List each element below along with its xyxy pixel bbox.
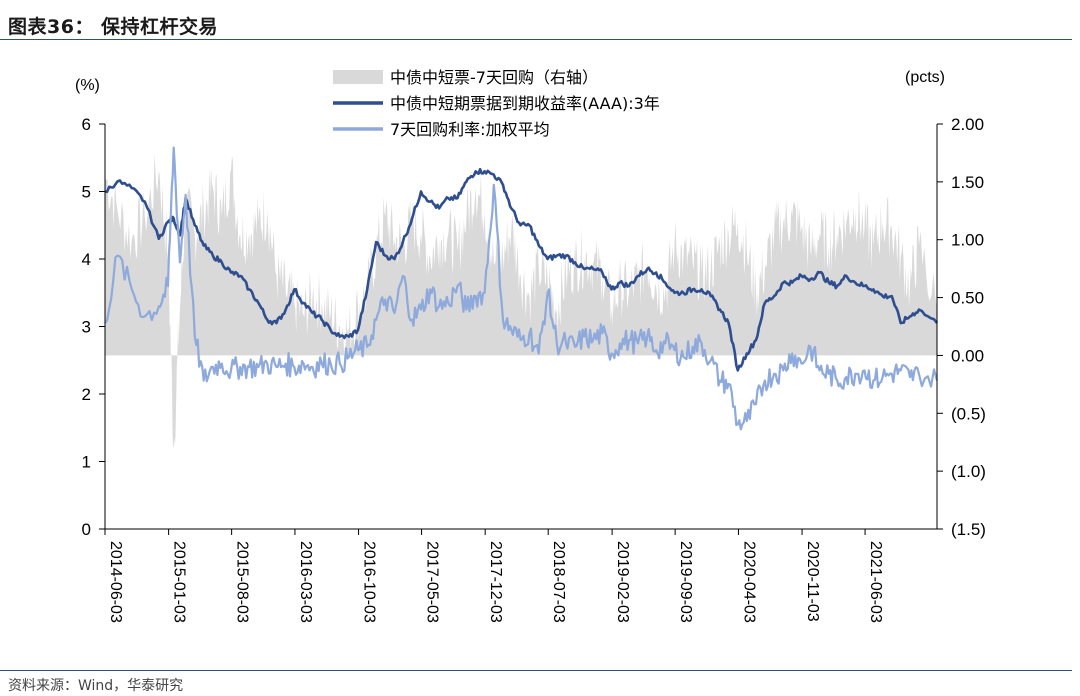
- right-tick-label: 2.00: [951, 115, 984, 134]
- right-tick-label: (0.5): [951, 404, 986, 423]
- x-tick-label: 2019-09-03: [677, 541, 694, 623]
- x-tick-label: 2021-06-03: [867, 541, 884, 623]
- right-tick-label: 1.00: [951, 231, 984, 250]
- source-note: 资料来源：Wind，华泰研究: [8, 678, 184, 694]
- repo-7d-line: [104, 146, 939, 431]
- yield-3y-line: [104, 167, 939, 372]
- left-tick-label: 2: [82, 385, 91, 404]
- right-tick-label: 0.50: [951, 289, 984, 308]
- left-tick-label: 6: [82, 115, 91, 134]
- x-tick-label: 2020-04-03: [740, 541, 757, 623]
- right-axis-unit: (pcts): [905, 69, 945, 86]
- legend-swatch: [333, 70, 383, 84]
- x-tick-label: 2014-06-03: [107, 541, 124, 623]
- legend-label: 7天回购利率:加权平均: [390, 120, 550, 139]
- legend: 中债中短票-7天回购（右轴） 中债中短期票据到期收益率(AAA):3年 7天回购利率…: [333, 68, 660, 139]
- figure-title: 图表36： 保持杠杆交易: [8, 16, 219, 38]
- right-tick-label: (1.0): [951, 462, 986, 481]
- x-tick-label: 2015-01-03: [171, 541, 188, 623]
- left-tick-label: 1: [82, 453, 91, 472]
- top-divider: [0, 39, 1072, 40]
- left-tick-label: 4: [82, 250, 91, 269]
- bottom-divider: [0, 670, 1072, 671]
- left-tick-label: 5: [82, 183, 91, 202]
- x-tick-label: 2019-02-03: [614, 541, 631, 623]
- left-tick-label: 0: [82, 520, 91, 539]
- x-tick-label: 2020-11-03: [804, 541, 821, 622]
- x-tick-label: 2018-07-03: [550, 541, 567, 623]
- x-tick-label: 2016-10-03: [361, 541, 378, 623]
- x-tick-label: 2017-05-03: [424, 541, 441, 623]
- right-tick-label: (1.5): [951, 520, 986, 539]
- right-tick-label: 0.00: [951, 346, 984, 365]
- area-spread: [105, 153, 937, 449]
- legend-label: 中债中短期票据到期收益率(AAA):3年: [390, 94, 660, 113]
- x-tick-label: 2015-08-03: [234, 541, 251, 623]
- axes: 0 1 2 3 4 5 6 (1.5) (1.0) (0.5) 0.00 0.50 1.00 1.50 2.…: [82, 115, 986, 623]
- x-tick-label: 2016-03-03: [297, 541, 314, 623]
- left-axis-unit: (%): [75, 77, 100, 94]
- legend-label: 中债中短票-7天回购（右轴）: [390, 68, 598, 87]
- x-tick-label: 2017-12-03: [487, 541, 504, 623]
- left-tick-label: 3: [82, 318, 91, 337]
- chart: 0 1 2 3 4 5 6 (1.5) (1.0) (0.5) 0.00 0.50 1.00 1.50 2.…: [75, 68, 986, 623]
- line-series: [104, 146, 939, 431]
- right-tick-label: 1.50: [951, 173, 984, 192]
- area-series: [105, 153, 937, 449]
